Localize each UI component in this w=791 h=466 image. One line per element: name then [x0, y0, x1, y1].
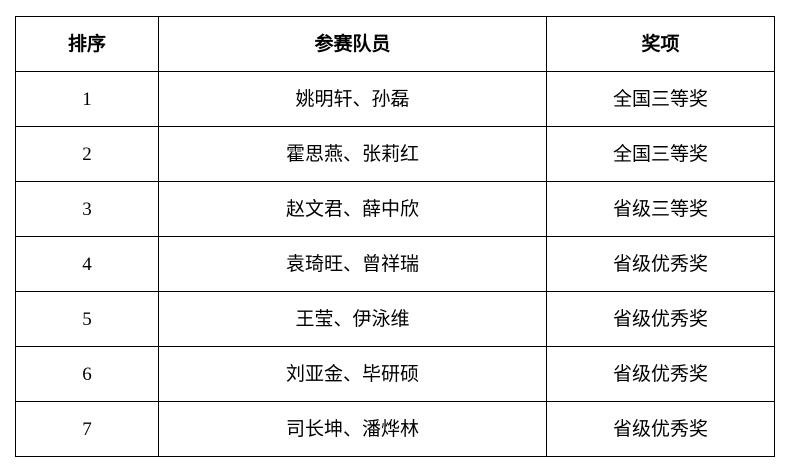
rank-cell: 7	[15, 401, 159, 457]
table-row: 1 姚明轩、孙磊 全国三等奖	[15, 71, 775, 127]
award-cell: 省级三等奖	[546, 181, 775, 237]
award-cell: 省级优秀奖	[546, 401, 775, 457]
members-cell: 姚明轩、孙磊	[158, 71, 547, 127]
members-cell: 王莹、伊泳维	[158, 291, 547, 347]
table-row: 7 司长坤、潘烨林 省级优秀奖	[15, 401, 775, 457]
rank-cell: 1	[15, 71, 159, 127]
table-row: 2 霍思燕、张莉红 全国三等奖	[15, 126, 775, 182]
award-cell: 省级优秀奖	[546, 291, 775, 347]
header-award: 奖项	[546, 16, 775, 72]
table-row: 6 刘亚金、毕研硕 省级优秀奖	[15, 346, 775, 402]
table-row: 5 王莹、伊泳维 省级优秀奖	[15, 291, 775, 347]
members-cell: 刘亚金、毕研硕	[158, 346, 547, 402]
award-cell: 省级优秀奖	[546, 346, 775, 402]
members-cell: 赵文君、薛中欣	[158, 181, 547, 237]
header-members: 参赛队员	[158, 16, 547, 72]
members-cell: 袁琦旺、曾祥瑞	[158, 236, 547, 292]
table-header-row: 排序 参赛队员 奖项	[15, 16, 775, 72]
award-results-table: 排序 参赛队员 奖项 1 姚明轩、孙磊 全国三等奖 2 霍思燕、张莉红 全国三等…	[15, 16, 775, 457]
table-row: 3 赵文君、薛中欣 省级三等奖	[15, 181, 775, 237]
members-cell: 司长坤、潘烨林	[158, 401, 547, 457]
award-cell: 全国三等奖	[546, 126, 775, 182]
rank-cell: 5	[15, 291, 159, 347]
award-cell: 全国三等奖	[546, 71, 775, 127]
rank-cell: 4	[15, 236, 159, 292]
table-row: 4 袁琦旺、曾祥瑞 省级优秀奖	[15, 236, 775, 292]
rank-cell: 2	[15, 126, 159, 182]
award-cell: 省级优秀奖	[546, 236, 775, 292]
rank-cell: 3	[15, 181, 159, 237]
header-rank: 排序	[15, 16, 159, 72]
rank-cell: 6	[15, 346, 159, 402]
members-cell: 霍思燕、张莉红	[158, 126, 547, 182]
